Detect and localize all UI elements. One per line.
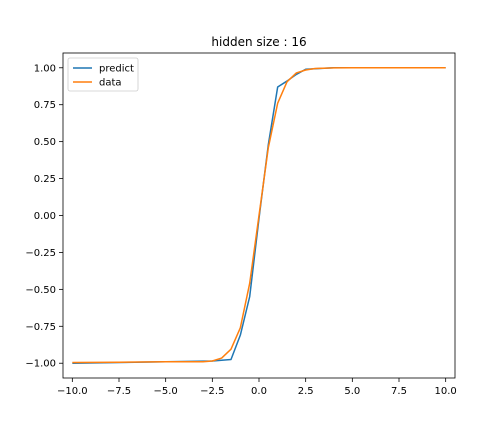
y-tick-label: 1.00	[34, 63, 56, 74]
series-line-data	[72, 67, 446, 364]
legend: predict data	[67, 57, 139, 92]
y-axis: −1.00 −0.75 −0.50 −0.25 0.00 0.25 0.50 0.75 1.00	[25, 63, 63, 370]
legend-label-predict: predict	[99, 64, 134, 75]
chart-title: hidden size : 16	[211, 35, 306, 49]
x-axis: −10.0 −7.5 −5.0 −2.5 0.0 2.5 5.0 7.5 10.0	[57, 378, 457, 397]
x-tick-label: −10.0	[57, 386, 88, 397]
x-tick-label: −7.5	[107, 386, 131, 397]
x-tick-label: 7.5	[391, 386, 407, 397]
y-tick-label: 0.25	[34, 174, 56, 185]
y-tick-label: −0.75	[25, 322, 56, 333]
series-layer	[72, 67, 446, 364]
y-tick-label: 0.75	[34, 100, 56, 111]
y-tick-label: 0.50	[34, 137, 56, 148]
x-tick-label: 0.0	[251, 386, 267, 397]
x-tick-label: −2.5	[200, 386, 224, 397]
x-tick-label: −5.0	[154, 386, 178, 397]
y-tick-label: −1.00	[25, 359, 56, 370]
y-tick-label: 0.00	[34, 211, 56, 222]
x-tick-label: 5.0	[344, 386, 360, 397]
y-tick-label: −0.25	[25, 248, 56, 259]
x-tick-label: 10.0	[435, 386, 457, 397]
legend-label-data: data	[99, 78, 122, 89]
x-tick-label: 2.5	[298, 386, 314, 397]
y-tick-label: −0.50	[25, 285, 56, 296]
